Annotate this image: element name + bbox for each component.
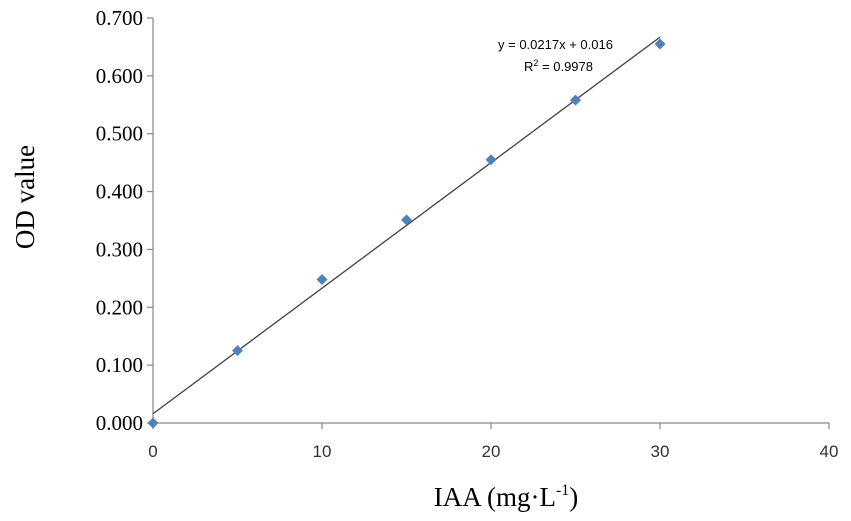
x-axis-ticks: 0 10 20 30 40 (148, 423, 838, 461)
data-point (316, 274, 328, 286)
y-tick-label: 0.200 (96, 295, 143, 319)
y-axis-title: OD value (10, 145, 40, 249)
y-axis-ticks: 0.000 0.100 0.200 0.300 0.400 0.500 0.600 0.700 (96, 6, 153, 435)
r-squared-label: R2 = 0.9978 (524, 58, 593, 74)
trendline-equation: y = 0.0217x + 0.016 (498, 37, 613, 52)
x-tick-label: 10 (313, 442, 332, 461)
r-squared-prefix: R (524, 59, 533, 74)
data-point (147, 417, 159, 429)
data-point (485, 154, 497, 166)
data-points (147, 38, 666, 429)
y-tick-label: 0.700 (96, 6, 143, 30)
y-tick-label: 0.100 (96, 353, 143, 377)
r-squared-value: = 0.9978 (538, 59, 593, 74)
y-tick-label: 0.300 (96, 237, 143, 261)
x-axis-title: IAA (mg·L-1) (434, 482, 579, 512)
x-tick-label: 20 (482, 442, 501, 461)
y-tick-label: 0.400 (96, 180, 143, 204)
y-tick-label: 0.600 (96, 64, 143, 88)
x-tick-label: 30 (651, 442, 670, 461)
x-axis-title-suffix: ) (569, 482, 578, 512)
data-point (570, 94, 581, 106)
data-point (401, 214, 412, 226)
x-tick-label: 0 (148, 442, 157, 461)
data-point (232, 345, 243, 357)
x-axis-title-main: IAA (mg·L (434, 482, 556, 512)
x-axis-title-sup: -1 (556, 482, 569, 499)
y-tick-label: 0.500 (96, 122, 143, 146)
r-squared-sup: 2 (533, 58, 538, 68)
data-point (654, 38, 666, 50)
x-tick-label: 40 (820, 442, 839, 461)
y-tick-label: 0.000 (96, 411, 143, 435)
